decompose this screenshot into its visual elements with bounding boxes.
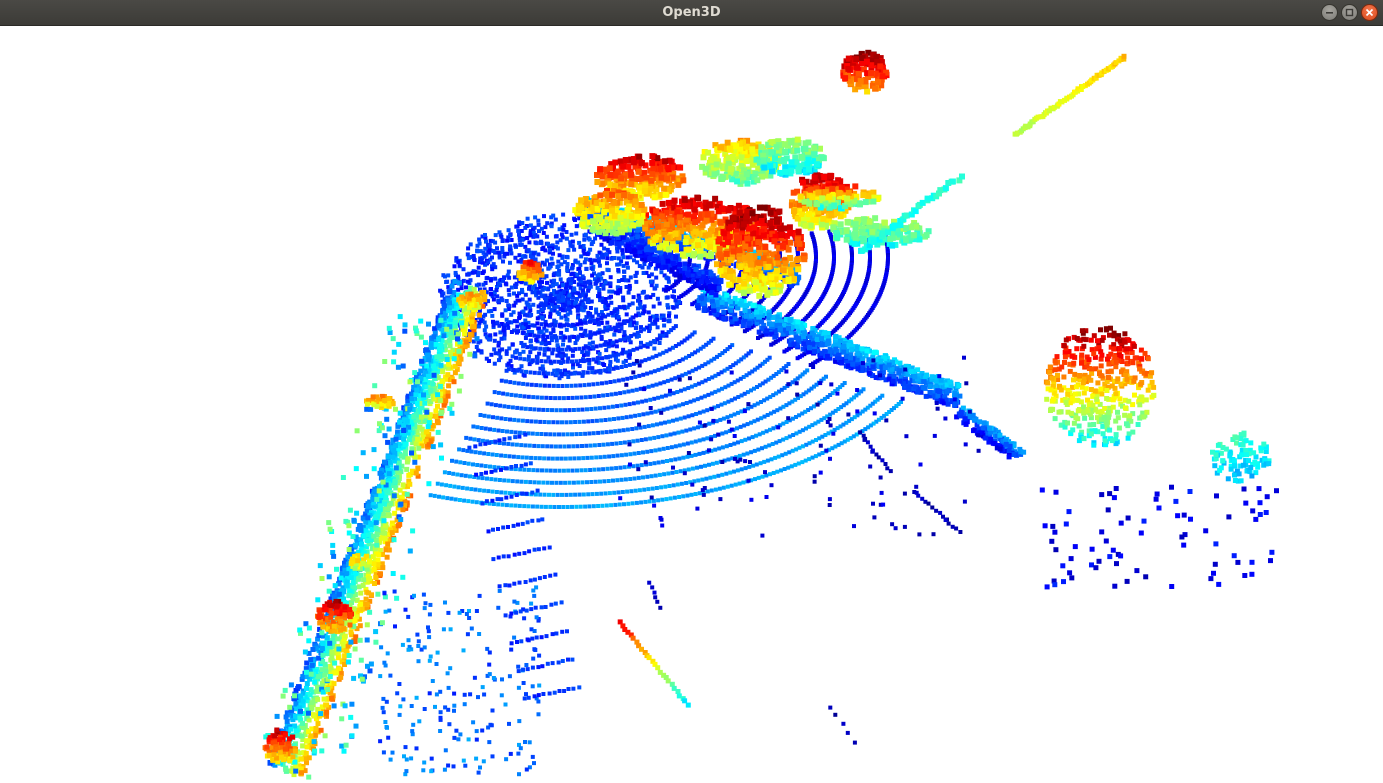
minimize-icon (1326, 12, 1333, 14)
point-cloud-viewport[interactable] (0, 27, 1383, 783)
close-button[interactable] (1361, 4, 1378, 21)
window-controls (1321, 4, 1378, 22)
maximize-icon (1345, 8, 1354, 17)
close-icon (1365, 8, 1374, 17)
title-bar[interactable]: Open3D (0, 0, 1383, 26)
maximize-button[interactable] (1341, 4, 1358, 21)
window-title: Open3D (662, 5, 721, 20)
point-cloud-canvas[interactable] (0, 27, 1383, 783)
minimize-button[interactable] (1321, 4, 1338, 21)
